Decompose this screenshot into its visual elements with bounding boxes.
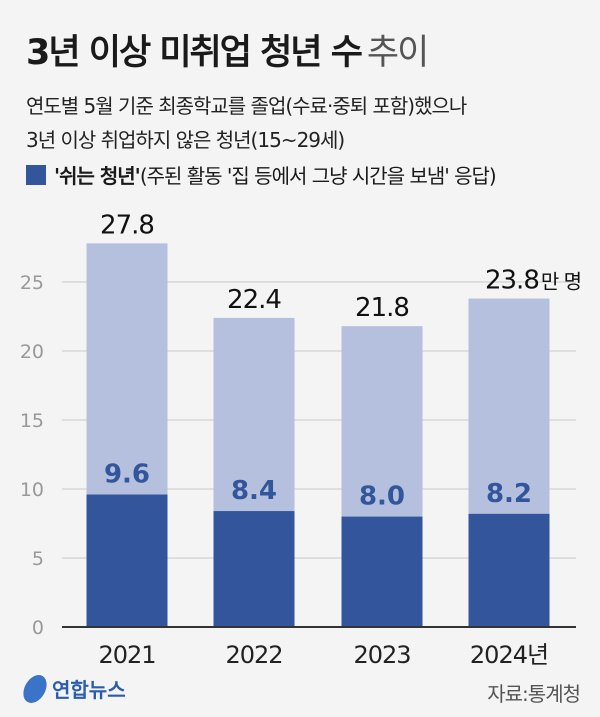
resting-label: 8.0 bbox=[359, 482, 405, 512]
source: 자료:통계청 bbox=[487, 682, 581, 706]
chart-title: 3년 이상 미취업 청년 수 추이 bbox=[26, 24, 429, 75]
bar-resting bbox=[213, 511, 295, 627]
bar-resting bbox=[468, 513, 550, 627]
resting-label: 9.6 bbox=[104, 460, 150, 490]
x-tick-label: 2024년 bbox=[470, 641, 548, 669]
legend-swatch bbox=[26, 164, 46, 185]
total-label: 21.8 bbox=[355, 293, 409, 323]
logo: 연합뉴스 bbox=[20, 674, 126, 703]
title-bold: 3년 이상 미취업 청년 수 bbox=[26, 33, 363, 73]
y-tick-label: 15 bbox=[20, 410, 44, 432]
y-tick-label: 5 bbox=[32, 548, 44, 570]
legend-label: (주된 활동 '집 등에서 그냥 시간을 보냄' 응답) bbox=[139, 164, 497, 188]
unit-label: 만 명 bbox=[541, 270, 581, 294]
y-tick-label: 10 bbox=[20, 479, 44, 501]
y-tick-label: 25 bbox=[20, 272, 44, 294]
resting-label: 8.2 bbox=[486, 479, 532, 509]
logo-text: 연합뉴스 bbox=[52, 678, 126, 702]
bar-resting bbox=[341, 516, 423, 627]
x-tick-label: 2022 bbox=[225, 641, 282, 669]
x-tick-label: 2021 bbox=[98, 641, 155, 669]
total-label: 27.8 bbox=[100, 210, 154, 240]
resting-label: 8.4 bbox=[231, 476, 277, 506]
logo-icon bbox=[20, 674, 50, 703]
y-tick-label: 0 bbox=[32, 617, 44, 639]
total-label: 22.4 bbox=[227, 285, 281, 315]
legend: '쉬는 청년' (주된 활동 '집 등에서 그냥 시간을 보냄' 응답) bbox=[26, 160, 497, 189]
subtitle-line-2: 3년 이상 취업하지 않은 청년(15~29세) bbox=[26, 128, 345, 152]
x-tick-label: 2023 bbox=[353, 641, 410, 669]
legend-label-bold: '쉬는 청년' bbox=[54, 164, 141, 188]
y-tick-label: 20 bbox=[20, 341, 44, 363]
bar-resting bbox=[86, 494, 168, 627]
subtitle-line-1: 연도별 5월 기준 최종학교를 졸업(수료·중퇴 포함)했으나 bbox=[26, 94, 467, 118]
title-light: 추이 bbox=[366, 33, 429, 73]
total-label: 23.8 만 명 bbox=[485, 266, 581, 296]
